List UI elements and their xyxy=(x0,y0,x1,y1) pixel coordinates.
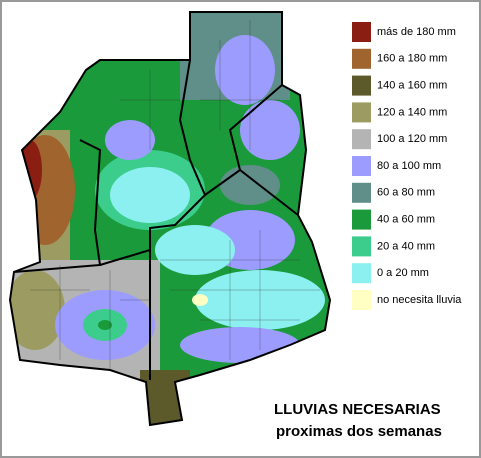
legend-label: 120 a 140 mm xyxy=(377,106,447,118)
legend-swatch xyxy=(352,102,371,123)
legend-label: 140 a 160 mm xyxy=(377,80,447,92)
zone xyxy=(240,100,300,160)
legend-swatch xyxy=(352,290,371,310)
legend-swatch xyxy=(352,48,371,69)
legend-label: 60 a 80 mm xyxy=(377,187,435,199)
legend-swatch xyxy=(352,156,371,176)
zone xyxy=(155,225,235,275)
zone xyxy=(220,165,280,205)
legend-swatch xyxy=(352,129,371,150)
legend-swatch xyxy=(352,182,371,203)
legend-label: más de 180 mm xyxy=(377,26,456,38)
zone xyxy=(215,35,275,105)
zone xyxy=(105,120,155,160)
legend: más de 180 mm 160 a 180 mm 140 a 160 mm 120… xyxy=(352,22,462,310)
legend-swatch xyxy=(352,263,371,284)
outline xyxy=(8,11,332,427)
legend-label: 80 a 100 mm xyxy=(377,160,441,172)
caption-title: LLUVIAS NECESARIAS xyxy=(274,401,441,418)
legend-label: 100 a 120 mm xyxy=(377,133,447,145)
zone xyxy=(98,320,112,330)
legend-label: 0 a 20 mm xyxy=(377,267,429,279)
legend-label: 40 a 60 mm xyxy=(377,214,435,226)
legend-label: 160 a 180 mm xyxy=(377,53,447,65)
zone xyxy=(192,294,208,306)
legend-swatch xyxy=(352,75,371,96)
legend-swatch xyxy=(352,209,371,230)
legend-swatch xyxy=(352,236,371,257)
legend-label: 20 a 40 mm xyxy=(377,240,435,252)
border xyxy=(13,139,102,273)
caption-subtitle: proximas dos semanas xyxy=(276,423,442,440)
zone xyxy=(110,167,190,223)
legend-swatch xyxy=(352,22,371,42)
department-borders xyxy=(30,20,320,370)
legend-label: no necesita lluvia xyxy=(377,294,462,306)
